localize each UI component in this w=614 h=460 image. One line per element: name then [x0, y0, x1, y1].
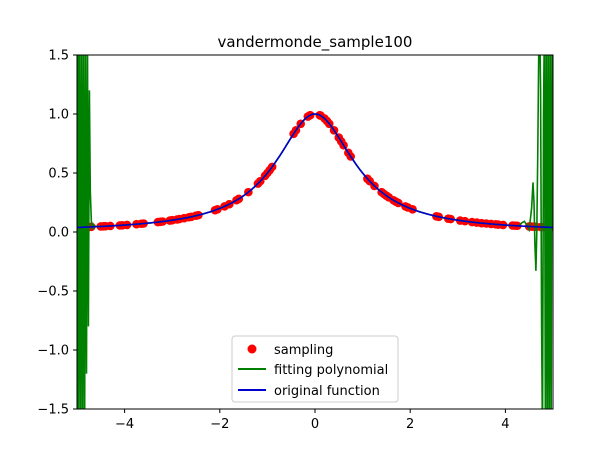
x-tick-label: 0 [311, 417, 319, 432]
y-tick-label: −0.5 [37, 285, 69, 300]
x-tick-label: 2 [406, 417, 414, 432]
legend-box [231, 335, 399, 403]
chart-title: vandermonde_sample100 [218, 33, 413, 52]
legend-label-sampling: sampling [274, 343, 333, 358]
plot-area: −4 −2 0 2 4 −1.5 −1.0 −0.5 0.0 0.5 1.0 1.5 [37, 49, 554, 432]
series-line-original-function [77, 113, 553, 229]
y-tick-label: −1.0 [37, 344, 69, 359]
legend-label-fitting-polynomial: fitting polynomial [274, 363, 388, 378]
y-axis: −1.5 −1.0 −0.5 0.0 0.5 1.0 1.5 [37, 49, 77, 418]
y-tick-label: 1.5 [48, 49, 69, 64]
legend-marker-sampling [247, 344, 257, 354]
x-tick-label: 4 [501, 417, 509, 432]
x-tick-label: −2 [210, 417, 229, 432]
y-tick-label: 0.0 [48, 226, 69, 241]
y-tick-label: −1.5 [37, 403, 69, 418]
x-axis: −4 −2 0 2 4 [115, 409, 510, 432]
x-tick-label: −4 [115, 417, 134, 432]
legend: sampling fitting polynomial original fun… [231, 335, 399, 403]
y-tick-label: 1.0 [48, 108, 69, 123]
y-tick-label: 0.5 [48, 167, 69, 182]
legend-label-original-function: original function [274, 384, 380, 399]
